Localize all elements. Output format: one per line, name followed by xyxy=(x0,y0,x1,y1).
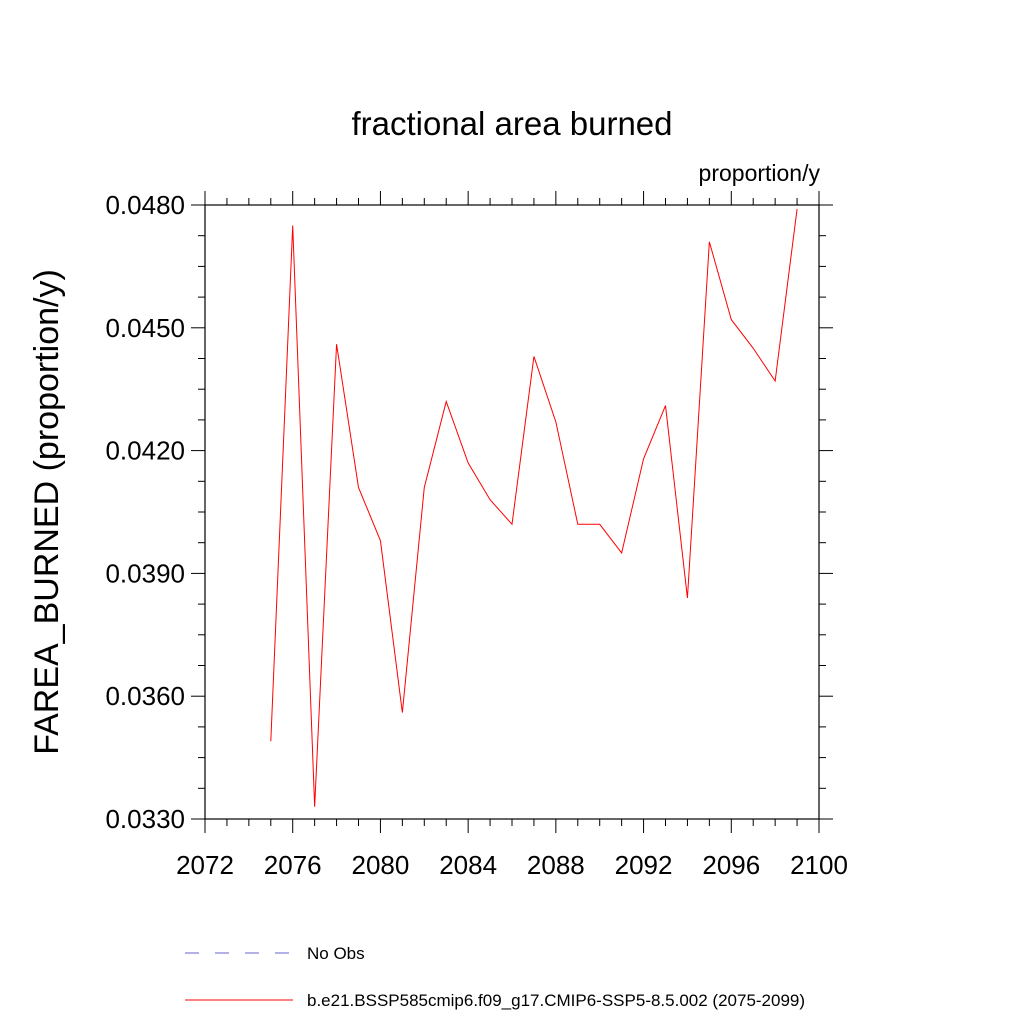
legend: No Obs b.e21.BSSP585cmip6.f09_g17.CMIP6-S… xyxy=(185,944,805,1010)
y-tick-label: 0.0360 xyxy=(105,681,185,711)
chart-title: fractional area burned xyxy=(351,105,672,142)
x-tick-label: 2076 xyxy=(264,850,322,880)
y-tick-label: 0.0330 xyxy=(105,804,185,834)
y-tick-label: 0.0420 xyxy=(105,436,185,466)
y-tick-label: 0.0480 xyxy=(105,190,185,220)
x-tick-label: 2100 xyxy=(790,850,848,880)
y-tick-label: 0.0390 xyxy=(105,558,185,588)
series-line-0 xyxy=(270,209,798,807)
axis-ticks: 2072 2076 2080 2084 2088 2092 2096 2100 0.0330 0.… xyxy=(105,190,847,880)
x-tick-label: 2084 xyxy=(439,850,497,880)
units-label: proportion/y xyxy=(699,160,821,186)
legend-label: No Obs xyxy=(307,944,365,963)
x-tick-label: 2088 xyxy=(527,850,585,880)
plot-frame xyxy=(204,204,820,820)
series-layer xyxy=(270,209,798,807)
x-tick-label: 2072 xyxy=(176,850,234,880)
x-tick-label: 2096 xyxy=(702,850,760,880)
x-tick-label: 2092 xyxy=(615,850,673,880)
y-tick-label: 0.0450 xyxy=(105,313,185,343)
x-tick-label: 2080 xyxy=(352,850,410,880)
y-axis-label: FAREA_BURNED (proportion/y) xyxy=(28,269,66,755)
legend-label: b.e21.BSSP585cmip6.f09_g17.CMIP6-SSP5-8.… xyxy=(307,991,805,1010)
